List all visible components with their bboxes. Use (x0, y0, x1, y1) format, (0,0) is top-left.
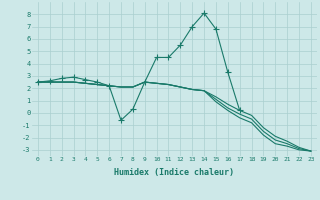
X-axis label: Humidex (Indice chaleur): Humidex (Indice chaleur) (115, 168, 234, 177)
